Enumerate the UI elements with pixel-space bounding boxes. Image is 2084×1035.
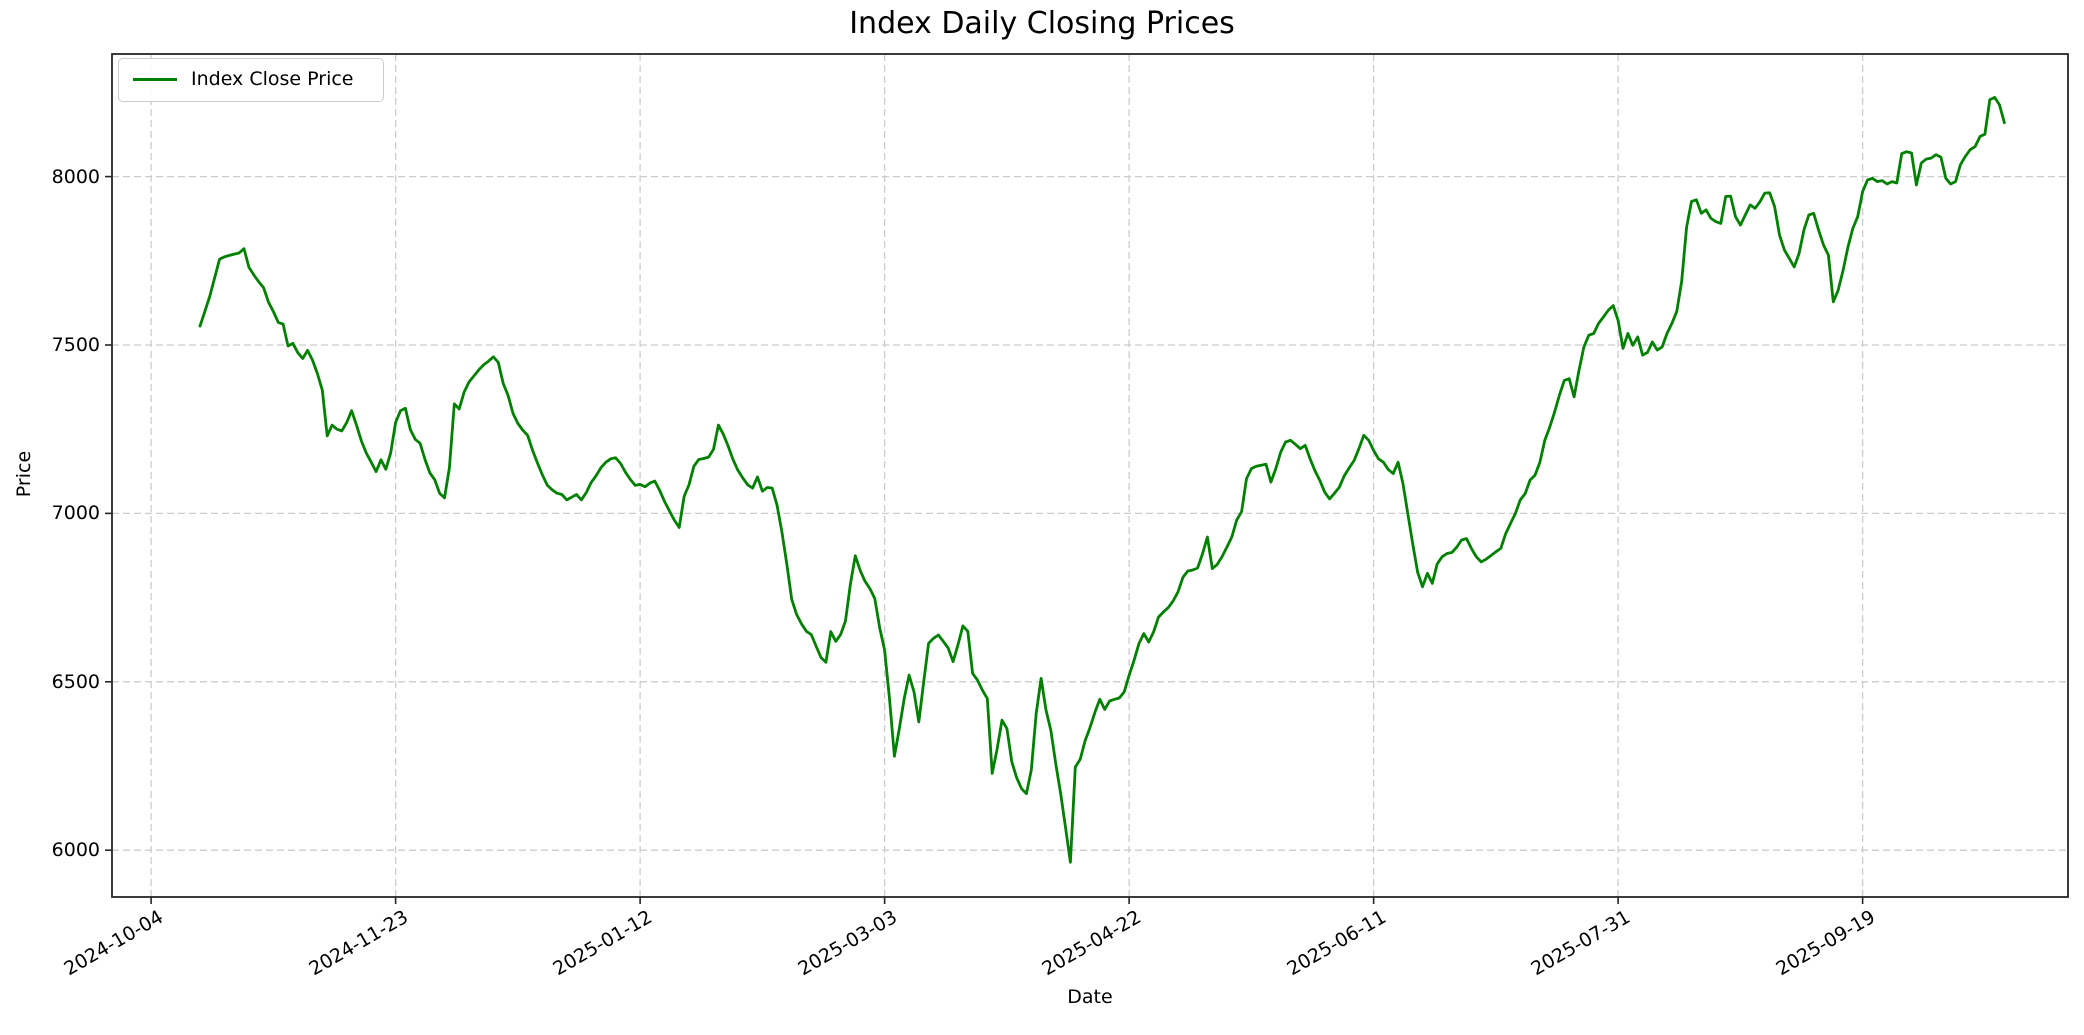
legend-line-sample-icon [133,78,177,82]
y-tick-label: 7000 [51,502,100,525]
y-tick-label: 6000 [51,839,100,862]
y-tick-label: 6500 [51,670,100,693]
chart-title: Index Daily Closing Prices [849,6,1235,41]
price-line-series [198,96,2006,864]
x-axis-label: Date [1067,986,1113,1008]
legend: Index Close Price [118,58,384,102]
y-tick-label: 7500 [51,333,100,356]
axes-spines [111,53,2069,898]
legend-label: Index Close Price [191,68,354,90]
y-tick-label: 8000 [51,165,100,188]
